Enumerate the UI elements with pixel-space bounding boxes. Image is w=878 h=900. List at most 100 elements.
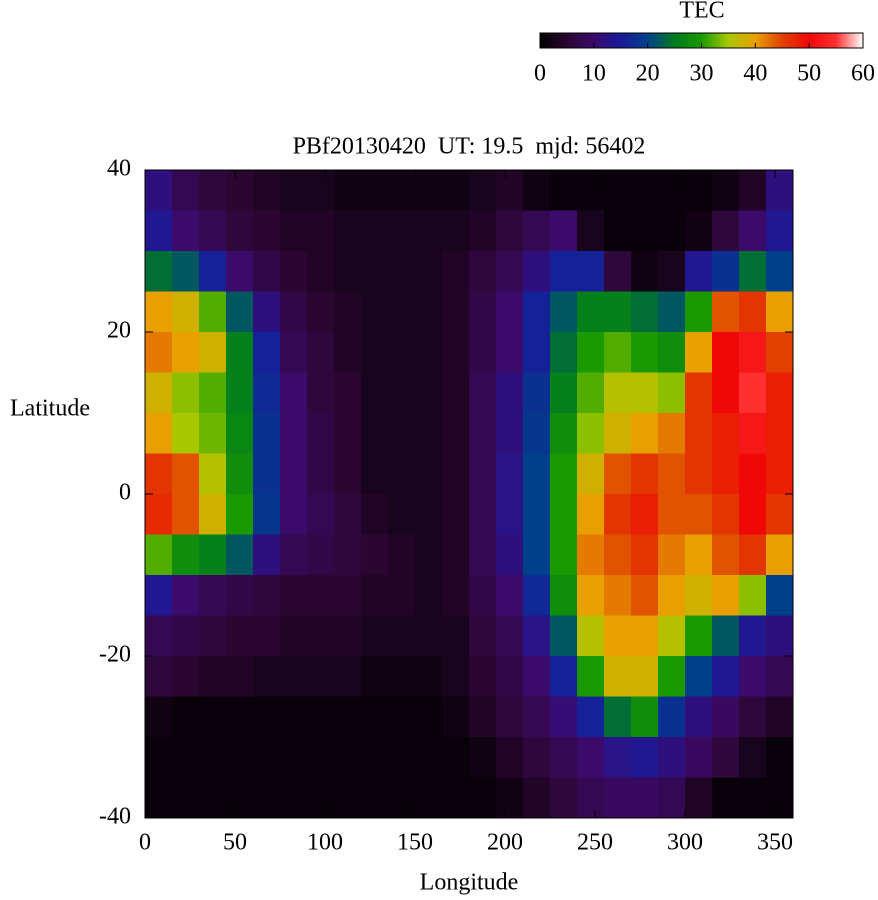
heatmap-cell [226,291,254,333]
heatmap-cell [199,332,227,373]
y-axis-label: Latitude [10,396,90,422]
heatmap-cell [253,534,281,576]
heatmap-cell [172,210,200,252]
heatmap-cell [766,372,794,414]
heatmap-cell [253,453,281,495]
heatmap-cell [604,291,632,333]
heatmap-cell [334,332,362,373]
heatmap-cell [388,210,416,252]
heatmap-cell [604,696,632,738]
heatmap-cell [604,737,632,778]
colorbar-tick-label: 60 [851,61,875,87]
heatmap-cell [226,413,254,454]
heatmap-cell [307,777,335,819]
heatmap-cell [604,413,632,454]
heatmap-cell [442,291,470,333]
heatmap-cell [577,170,605,211]
heatmap-cell [604,534,632,576]
heatmap-cell [334,656,362,697]
heatmap-cell [469,291,497,333]
heatmap-cell [253,170,281,211]
heatmap-cell [469,737,497,778]
heatmap-cell [577,534,605,576]
heatmap-cell [631,210,659,252]
heatmap-cell [280,291,308,333]
heatmap-cell [145,777,173,819]
heatmap-cell [145,332,173,373]
heatmap-cell [577,615,605,657]
heatmap-cell [388,656,416,697]
heatmap-cell [631,656,659,697]
heatmap-cell [550,453,578,495]
heatmap-cell [631,251,659,292]
heatmap-cell [253,575,281,616]
heatmap-cell [631,615,659,657]
heatmap-cell [307,413,335,454]
x-tick-label: 100 [307,830,343,856]
heatmap-cell [658,494,686,535]
heatmap-cell [712,777,740,819]
heatmap-cell [550,372,578,414]
heatmap-cell [658,453,686,495]
heatmap-cell [685,332,713,373]
heatmap-cell [631,777,659,819]
heatmap-cell [253,291,281,333]
heatmap-cell [253,737,281,778]
heatmap-cell [442,170,470,211]
heatmap-cell [766,696,794,738]
heatmap-cell [631,737,659,778]
heatmap-cell [199,696,227,738]
heatmap-cell [631,696,659,738]
heatmap-cell [631,332,659,373]
heatmap-cell [631,453,659,495]
heatmap-cell [226,251,254,292]
heatmap-cell [685,696,713,738]
heatmap-cell [388,453,416,495]
heatmap-cell [226,696,254,738]
heatmap-cell [739,696,767,738]
heatmap-cell [685,453,713,495]
heatmap-cell [226,737,254,778]
heatmap-cell [712,656,740,697]
heatmap-cell [334,777,362,819]
heatmap-cell [577,737,605,778]
heatmap-cell [199,372,227,414]
heatmap-cell [388,777,416,819]
heatmap-cell [766,534,794,576]
heatmap-cell [658,332,686,373]
heatmap-cell [712,453,740,495]
heatmap-cell [523,494,551,535]
heatmap-cell [577,210,605,252]
heatmap-cell [280,494,308,535]
heatmap-cell [253,615,281,657]
heatmap-cell [172,777,200,819]
heatmap-cell [199,777,227,819]
heatmap-cell [523,575,551,616]
colorbar-tick-label: 40 [743,61,767,87]
y-tick-label: 0 [119,480,131,506]
heatmap-cell [361,251,389,292]
heatmap-cell [658,575,686,616]
heatmap-cell [442,210,470,252]
heatmap-cell [604,372,632,414]
heatmap-cell [658,777,686,819]
heatmap-cell [712,332,740,373]
heatmap-cell [523,413,551,454]
heatmap-cell [469,170,497,211]
heatmap-cell [469,413,497,454]
heatmap-cell [280,251,308,292]
y-tick-label: 40 [107,156,131,182]
heatmap-cell [469,777,497,819]
heatmap-cell [145,575,173,616]
heatmap-cell [415,534,443,576]
heatmap-cell [415,575,443,616]
heatmap-cell [145,291,173,333]
heatmap-cell [712,291,740,333]
heatmap-cell [226,332,254,373]
heatmap-cell [145,251,173,292]
heatmap-cell [523,372,551,414]
heatmap-cell [280,575,308,616]
heatmap-cell [469,615,497,657]
heatmap-cell [631,494,659,535]
